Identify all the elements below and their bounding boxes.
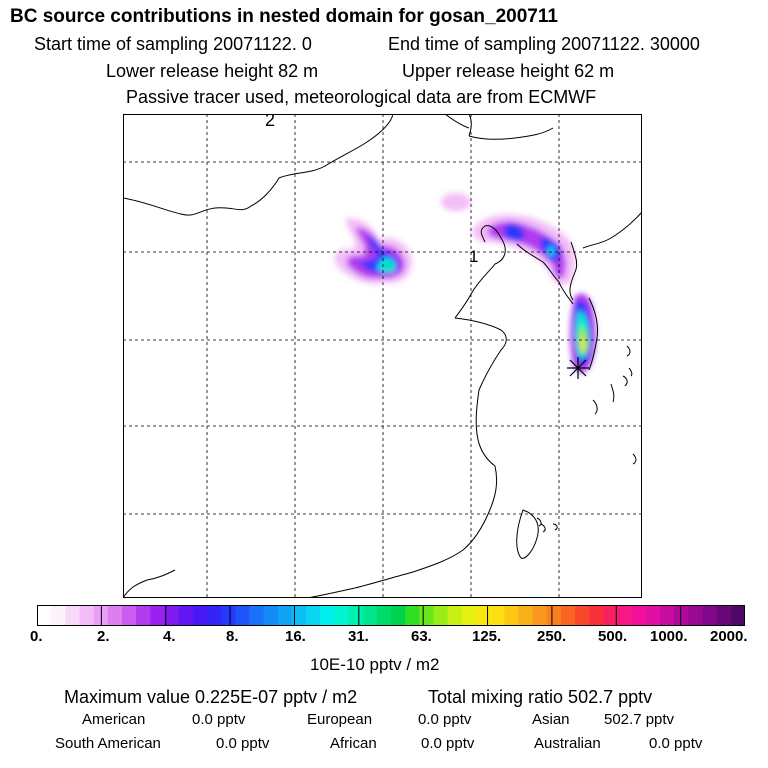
tick-1: 2. [97,628,110,645]
colorbar-swatch [65,605,80,626]
coastlines [123,114,642,598]
tick-11: 2000. [710,628,748,645]
label-2: 2 [265,114,275,130]
colorbar-swatch [107,605,123,626]
tick-2: 4. [163,628,176,645]
colorbar-swatch [575,605,590,626]
tick-8: 250. [537,628,567,645]
map-title: BC source contributions in nested domain… [10,6,558,27]
colorbar-swatch [362,605,378,626]
colorbar-swatch [504,605,519,626]
colorbar-swatch [419,605,434,626]
colorbar-units: 10E-10 pptv / m2 [310,655,440,674]
maximum-value: Maximum value 0.225E-07 pptv / m2 [64,687,358,707]
colorbar-swatch [136,605,151,626]
colorbar-swatch [716,605,732,626]
tick-5: 31. [348,628,369,645]
colorbar-swatch [617,605,633,626]
tick-10: 1000. [650,628,688,645]
map-panel: 2 1 [123,114,642,598]
colorbar-swatch [206,605,222,626]
colorbar-swatch [603,605,618,626]
colorbar-swatch [702,605,718,626]
colorbar-swatch [433,605,449,626]
colorbar-swatch [475,605,491,626]
american-value: 0.0 pptv [192,711,246,728]
african-label: African [330,735,377,752]
colorbar-swatch [51,605,66,626]
tick-9: 500. [598,628,628,645]
tick-6: 63. [411,628,432,645]
plume-north-patch [441,193,471,211]
colorbar-swatch [37,605,52,626]
total-mixing-ratio: Total mixing ratio 502.7 pptv [428,687,653,707]
colorbar-swatch [235,605,250,626]
graticule [123,114,642,598]
upper-release-height: Upper release height 62 m [402,61,615,81]
european-value: 0.0 pptv [418,711,472,728]
colorbar-swatch [348,605,364,626]
colorbar-swatch [674,605,689,626]
colorbar-swatch [277,605,293,626]
colorbar-swatch [178,605,194,626]
colorbar-swatch [306,605,321,626]
colorbar-swatch [405,605,420,626]
australian-value: 0.0 pptv [649,735,703,752]
colorbar-swatch [688,605,703,626]
tick-3: 8. [226,628,239,645]
colorbar-swatch [263,605,279,626]
colorbar-swatch [730,605,745,626]
colorbar-swatch [631,605,647,626]
african-value: 0.0 pptv [421,735,475,752]
colorbar-swatch [660,605,675,626]
colorbar-swatch [490,605,505,626]
asian-label: Asian [532,711,570,728]
colorbar-swatch [164,605,179,626]
colorbar-swatch [447,605,463,626]
label-1: 1 [469,247,478,266]
tick-4: 16. [285,628,306,645]
tick-0: 0. [30,628,43,645]
colorbar-swatch [291,605,307,626]
colorbar-swatch [334,605,349,626]
south-american-label: South American [55,735,161,752]
colorbar-swatch [320,605,335,626]
south-american-value: 0.0 pptv [216,735,270,752]
colorbar-swatch [560,605,576,626]
start-time: Start time of sampling 20071122. 0 [34,34,312,54]
colorbar-swatch [461,605,477,626]
receptor-marker [567,357,589,379]
tick-7: 125. [472,628,502,645]
end-time: End time of sampling 20071122. 30000 [388,34,700,54]
colorbar-swatch [376,605,392,626]
plume-korea [570,293,596,373]
european-label: European [307,711,373,728]
american-label: American [82,711,146,728]
colorbar-swatch [645,605,661,626]
colorbar-swatch [221,605,236,626]
colorbar-swatch [192,605,208,626]
colorbar-swatch [121,605,137,626]
colorbar-swatch [546,605,562,626]
colorbar-swatch [249,605,264,626]
colorbar-swatch [150,605,165,626]
colorbar-swatch [589,605,604,626]
australian-label: Australian [534,735,601,752]
plume-west [334,218,412,285]
colorbar [37,605,745,626]
colorbar-swatch [532,605,548,626]
colorbar-swatch [518,605,533,626]
tracer-info: Passive tracer used, meteorological data… [126,87,597,107]
colorbar-swatch [391,605,406,626]
asian-value: 502.7 pptv [604,711,675,728]
colorbar-border [37,605,745,626]
lower-release-height: Lower release height 82 m [106,61,319,81]
colorbar-swatch [79,605,95,626]
